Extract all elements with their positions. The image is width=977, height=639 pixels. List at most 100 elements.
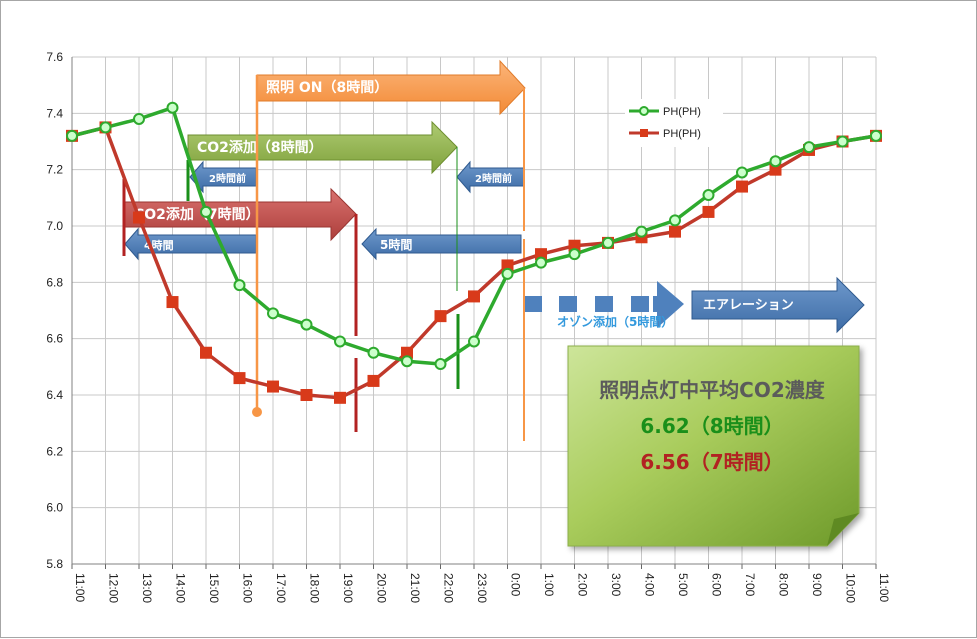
x-tick-label: 22:00 [442, 573, 456, 603]
ozone-label: オゾン添加（5時間） [557, 314, 673, 329]
x-tick-label: 6:00 [710, 573, 724, 597]
x-tick-label: 8:00 [777, 573, 791, 597]
x-tick-label: 19:00 [341, 573, 355, 603]
green-data-point [870, 129, 882, 142]
summary-line-7h: 6.56（7時間） [640, 450, 783, 474]
green-data-point [367, 346, 380, 359]
red-data-point [434, 310, 447, 323]
y-tick-label: 7.0 [46, 219, 63, 233]
x-tick-label: 11:00 [73, 573, 87, 602]
x-tick-label: 11:00 [877, 573, 891, 602]
green-data-point [602, 236, 614, 249]
green-data-point [434, 358, 447, 371]
y-tick-label: 7.6 [46, 50, 63, 64]
red-data-point [501, 259, 514, 272]
x-tick-label: 15:00 [207, 573, 221, 603]
y-tick-label: 5.8 [46, 557, 63, 571]
hours-5-label: 5時間 [380, 237, 412, 252]
x-tick-label: 12:00 [107, 573, 121, 603]
summary-note: 照明点灯中平均CO2濃度 6.62（8時間） 6.56（7時間） [567, 345, 860, 547]
red-data-point [367, 374, 380, 387]
annotation-aeration-arrow: エアレーション [691, 276, 865, 334]
legend-label-red: PH(PH) [663, 128, 701, 140]
x-tick-label: 21:00 [408, 573, 422, 603]
red-data-point [702, 205, 715, 218]
x-tick-label: 4:00 [643, 573, 657, 597]
green-data-point [401, 355, 413, 368]
red-data-point [568, 239, 581, 252]
x-tick-label: 18:00 [308, 573, 322, 603]
legend-marker-red [640, 129, 648, 137]
x-tick-label: 1:00 [542, 573, 556, 597]
green-data-point [736, 166, 748, 179]
legend-label-green: PH(PH) [663, 106, 701, 118]
y-axis-ticks: 5.8 6.0 6.2 6.4 6.6 6.8 7.0 7.2 7.4 7.6 [46, 50, 63, 571]
green-data-point [635, 225, 648, 238]
red-data-point [133, 211, 145, 224]
annotation-co2-8h-arrow: CO2添加（8時間） [187, 120, 458, 175]
green-data-point [66, 129, 78, 142]
annotation-2h-before-right: 2時間前 [456, 160, 525, 194]
co2-7h-label: CO2添加（7時間） [134, 206, 260, 223]
green-data-point [233, 279, 246, 292]
green-data-point [702, 189, 715, 202]
red-data-point [535, 248, 547, 261]
green-data-point [535, 256, 547, 269]
summary-line-8h: 6.62（8時間） [640, 414, 783, 438]
green-data-point [300, 318, 313, 331]
x-tick-label: 3:00 [609, 573, 623, 597]
marker-lines [122, 75, 525, 441]
legend-marker-green [639, 106, 649, 116]
green-data-point [133, 112, 145, 125]
x-tick-label: 20:00 [375, 573, 389, 603]
light-on-label: 照明 ON（8時間） [266, 79, 388, 96]
green-data-point [568, 248, 581, 261]
co2-8h-label: CO2添加（8時間） [197, 139, 323, 156]
green-data-point [769, 155, 782, 168]
x-tick-label: 23:00 [475, 573, 489, 603]
green-data-point [334, 335, 346, 348]
red-data-point [166, 296, 179, 309]
x-tick-label: 9:00 [810, 573, 824, 597]
red-data-point [468, 290, 480, 303]
data-series [66, 101, 882, 404]
annotation-2h-before-left: 2時間前 [189, 160, 257, 194]
red-data-point [769, 163, 782, 176]
y-tick-label: 6.8 [46, 275, 63, 289]
y-tick-label: 6.0 [46, 501, 63, 515]
green-data-point [166, 101, 179, 114]
summary-title: 照明点灯中平均CO2濃度 [599, 378, 826, 402]
green-data-point [200, 205, 212, 218]
annotation-5h-arrow: 5時間 [361, 227, 522, 261]
green-data-point [836, 135, 849, 148]
red-data-point [300, 389, 313, 401]
green-data-point [468, 335, 480, 348]
y-tick-label: 7.4 [46, 106, 63, 120]
green-data-point [669, 214, 681, 227]
red-data-point [233, 372, 246, 385]
x-tick-label: 16:00 [241, 573, 255, 603]
y-tick-label: 6.2 [46, 444, 63, 458]
y-tick-label: 6.4 [46, 388, 63, 402]
aeration-label: エアレーション [703, 298, 794, 313]
light-start-dot [252, 407, 262, 417]
green-data-point [501, 267, 514, 280]
y-tick-label: 6.6 [46, 332, 63, 346]
red-data-point [267, 380, 279, 393]
x-tick-label: 7:00 [743, 573, 757, 597]
red-data-point [736, 180, 748, 193]
before-2h-left-label: 2時間前 [209, 172, 246, 185]
x-tick-label: 0:00 [509, 573, 523, 597]
green-data-point [99, 121, 112, 134]
x-tick-label: 5:00 [676, 573, 690, 597]
x-tick-label: 2:00 [576, 573, 590, 597]
x-tick-label: 13:00 [140, 573, 154, 603]
red-data-point [401, 346, 413, 359]
annotation-co2-7h-arrow: CO2添加（7時間） [123, 187, 357, 242]
x-tick-label: 14:00 [174, 573, 188, 603]
x-tick-label: 10:00 [844, 573, 858, 603]
x-tick-label: 17:00 [274, 573, 288, 603]
legend: PH(PH) PH(PH) [625, 99, 723, 147]
